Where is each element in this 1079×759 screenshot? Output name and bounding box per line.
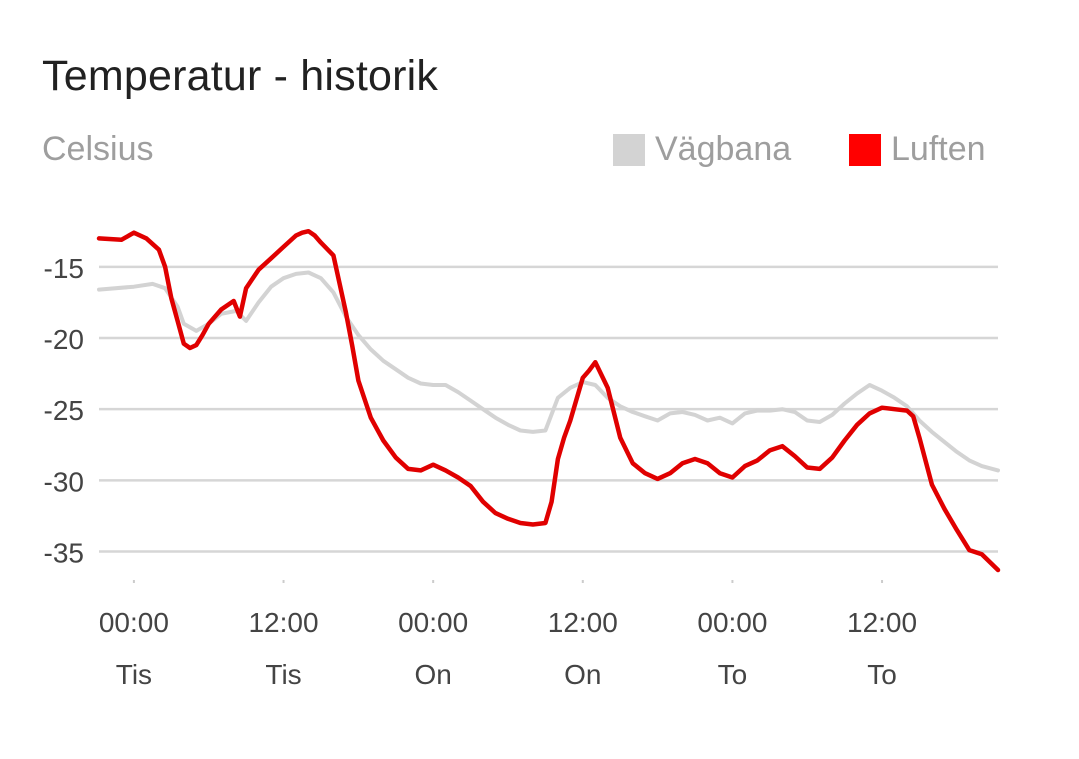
- x-tick-day-label: On: [414, 659, 451, 690]
- y-tick-label: -35: [44, 537, 84, 568]
- series-line-luften: [96, 228, 1001, 573]
- legend-label-luften: Luften: [891, 130, 986, 168]
- legend-swatch-luften: [849, 133, 881, 166]
- x-tick-day-label: On: [564, 659, 601, 690]
- x-tick-day-label: Tis: [265, 659, 301, 690]
- x-tick-day-label: To: [867, 659, 897, 690]
- chart-title: Temperatur - historik: [42, 52, 439, 100]
- x-tick-time-label: 00:00: [99, 607, 169, 638]
- legend-item-vagbana: Vägbana: [613, 130, 791, 169]
- legend-item-luften: Luften: [849, 130, 986, 169]
- y-tick-label: -20: [44, 324, 84, 355]
- x-tick-time-label: 12:00: [248, 607, 318, 638]
- y-tick-label: -25: [44, 395, 84, 426]
- y-unit-label: Celsius: [42, 130, 154, 168]
- x-tick-time-label: 00:00: [398, 607, 468, 638]
- x-tick-day-label: Tis: [116, 659, 152, 690]
- legend-swatch-vagbana: [613, 133, 645, 166]
- x-tick-time-label: 12:00: [548, 607, 618, 638]
- y-tick-label: -30: [44, 466, 84, 497]
- legend-label-vagbana: Vägbana: [655, 130, 792, 168]
- y-tick-label: -15: [44, 253, 84, 284]
- x-tick-time-label: 12:00: [847, 607, 917, 638]
- series-line-vagbana: [97, 270, 1000, 473]
- x-tick-time-label: 00:00: [697, 607, 767, 638]
- x-tick-day-label: To: [718, 659, 748, 690]
